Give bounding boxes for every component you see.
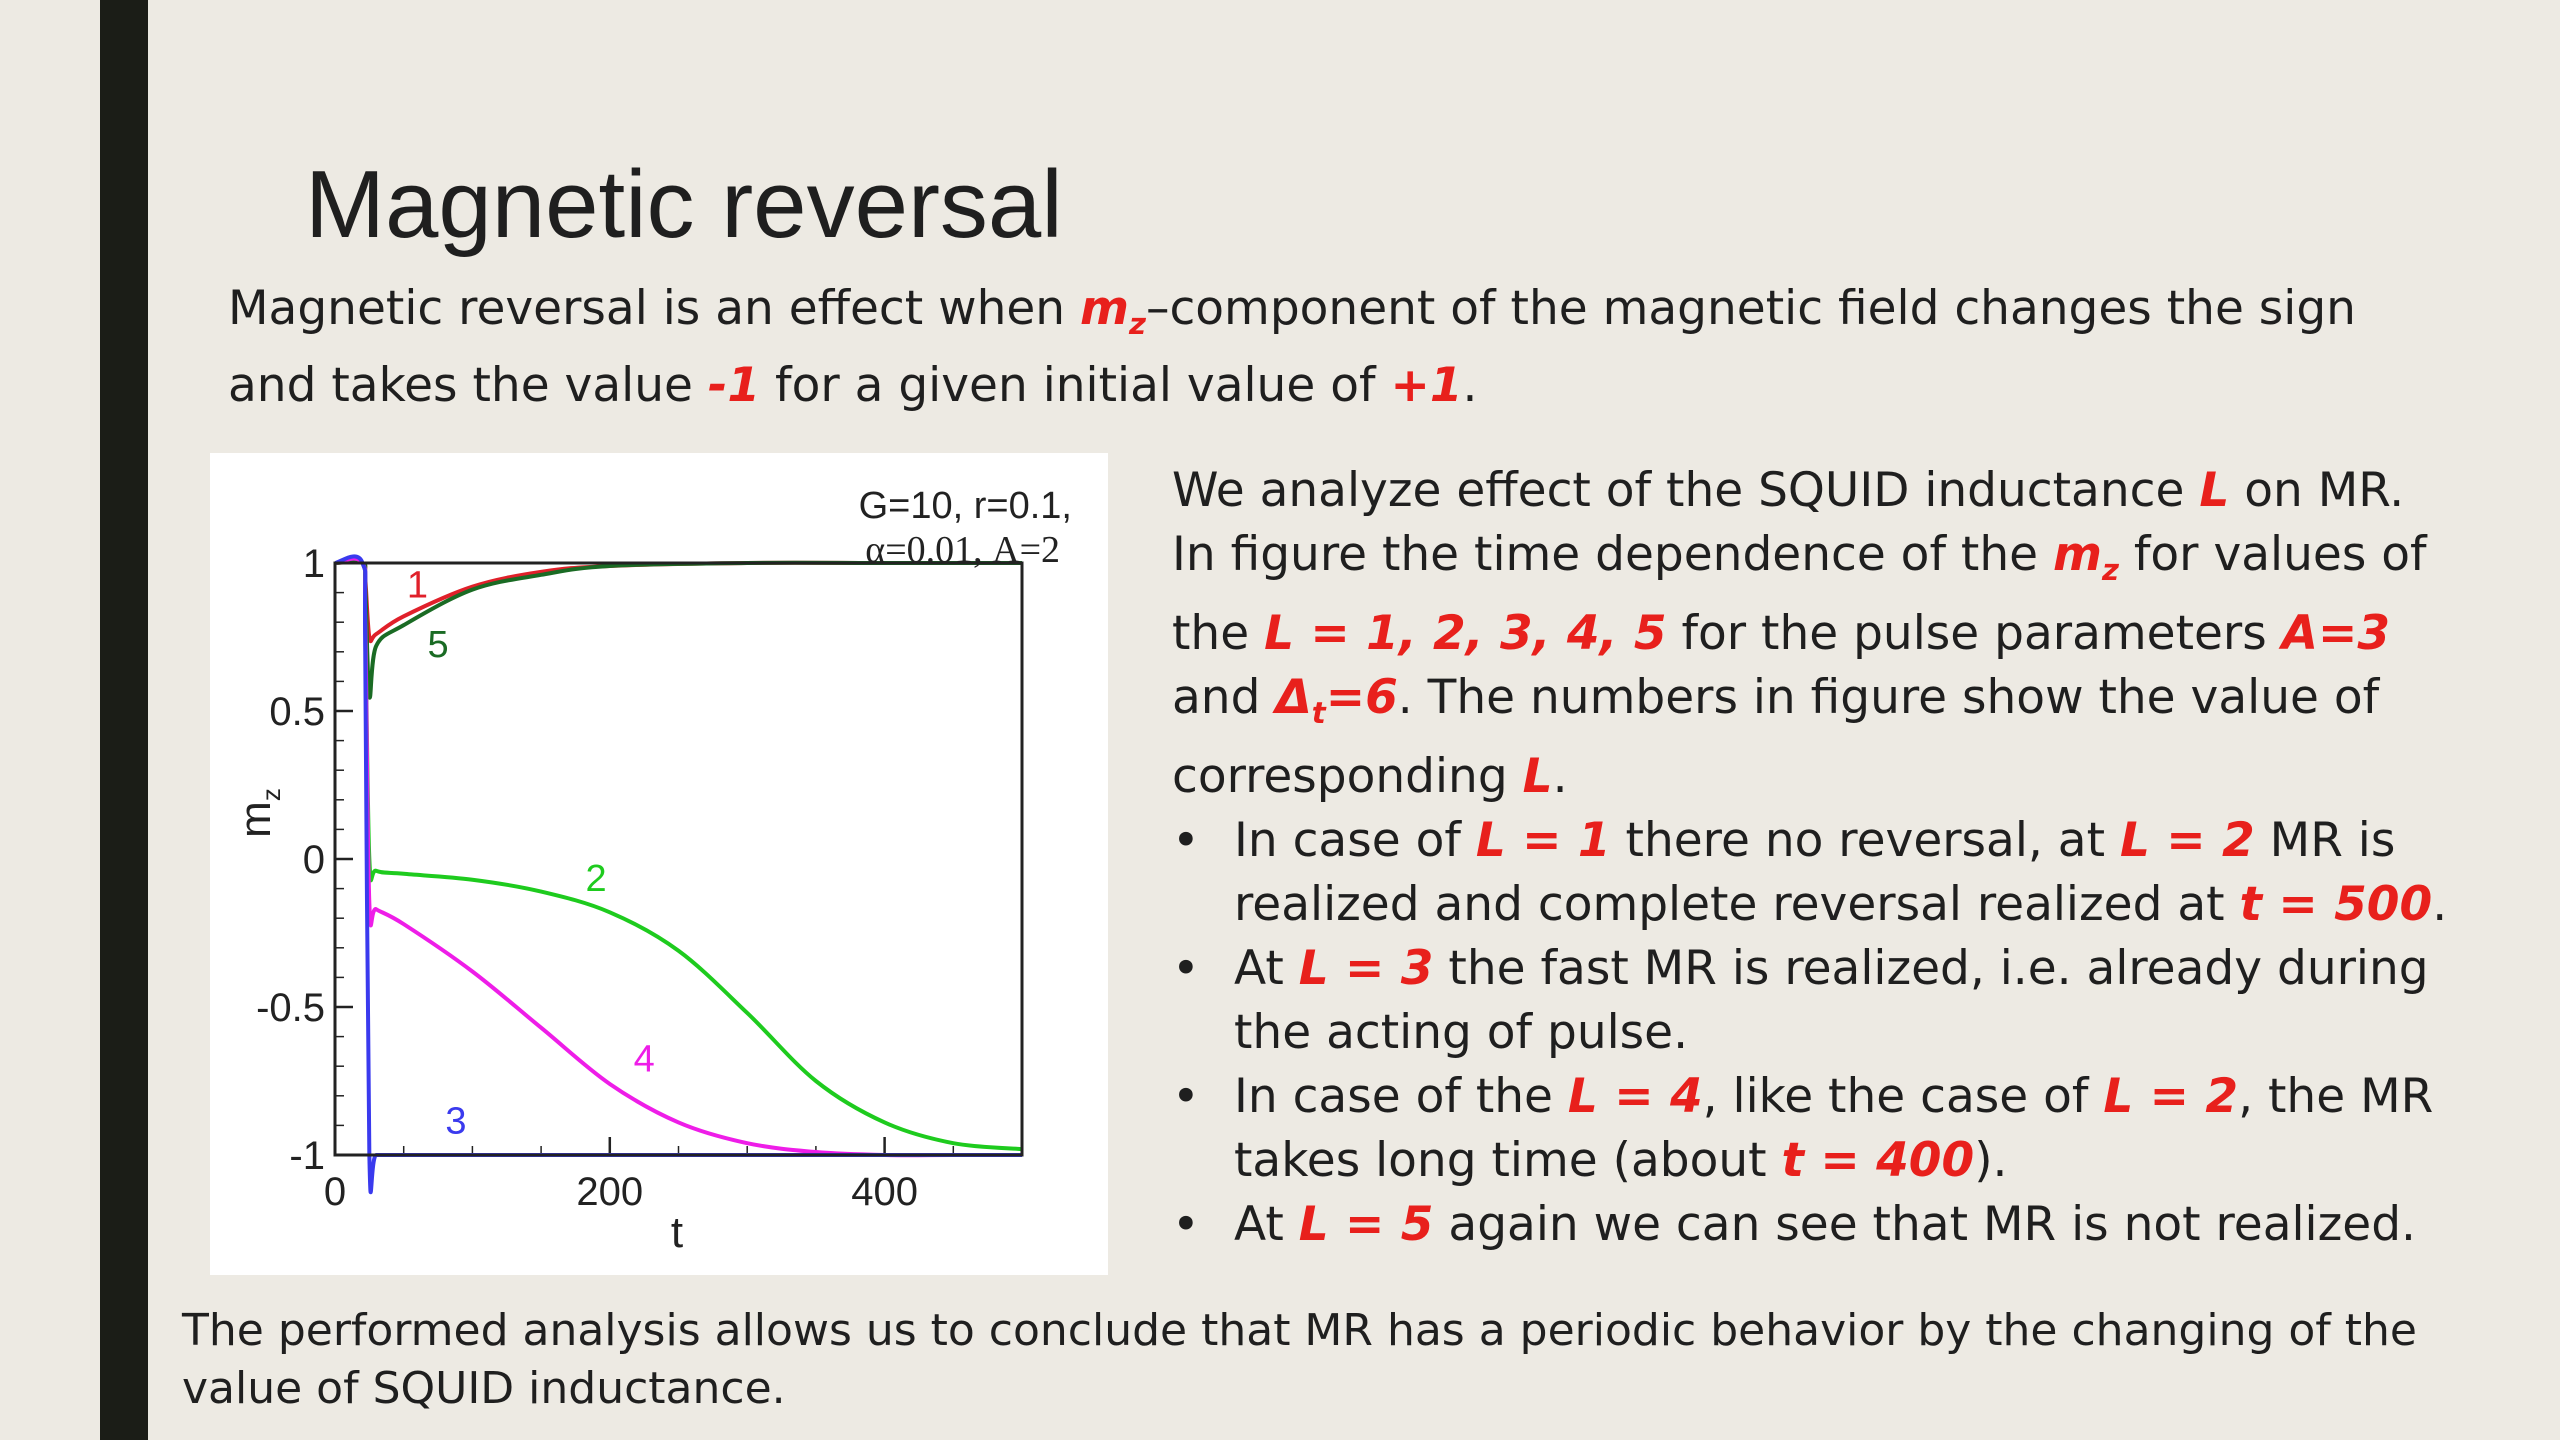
bullet-text: MR is realized and complete reversal rea… xyxy=(1234,813,2396,933)
bullet-text: there no reversal, at xyxy=(1610,813,2120,869)
series-label-3: 3 xyxy=(445,1100,466,1142)
bullet-highlight: L = 2 xyxy=(2103,1069,2239,1125)
intro-text-part: . xyxy=(1462,358,1478,414)
paragraph-highlight-sub: z xyxy=(2101,553,2119,588)
paragraph-highlight: A=3 xyxy=(2281,606,2391,662)
y-tick-label: 0 xyxy=(303,838,325,882)
intro-text-part: –component of the magnetic field changes… xyxy=(228,281,2356,414)
analysis-paragraph: We analyze effect of the SQUID inductanc… xyxy=(1172,459,2452,809)
chart-x-axis-label: t xyxy=(671,1208,683,1257)
series-label-1: 1 xyxy=(407,565,428,607)
paragraph-text-part: . The numbers in figure show the value o… xyxy=(1172,670,2380,805)
x-tick-label: 400 xyxy=(851,1170,918,1214)
bullet-text: the fast MR is realized, i.e. already du… xyxy=(1234,941,2429,1061)
bullet-text: again we can see that MR is not realized… xyxy=(1433,1197,2416,1253)
x-tick-label: 200 xyxy=(576,1170,643,1214)
chart-y-axis-label: mz xyxy=(231,788,286,838)
conclusion-text: The performed analysis allows us to conc… xyxy=(182,1305,2417,1414)
bullet-highlight: L = 5 xyxy=(1298,1197,1434,1253)
intro-highlight-mz: mz xyxy=(1080,281,1146,341)
intro-text-part: for a given initial value of xyxy=(760,358,1391,414)
bullet-text: At xyxy=(1234,941,1299,997)
page-title: Magnetic reversal xyxy=(305,151,1063,258)
list-item: At L = 5 again we can see that MR is not… xyxy=(1172,1193,2452,1257)
paragraph-highlight-delta-symbol: Δ xyxy=(1275,670,1312,726)
series-label-4: 4 xyxy=(634,1038,655,1080)
intro-highlight-sub: z xyxy=(1129,307,1146,342)
y-axis-label-main: m xyxy=(231,801,280,838)
intro-highlight-m: m xyxy=(1080,281,1129,336)
list-item: In case of the L = 4, like the case of L… xyxy=(1172,1065,2452,1193)
paragraph-text-part: We analyze effect of the SQUID inductanc… xyxy=(1172,463,2200,518)
x-tick-label: 0 xyxy=(324,1170,346,1214)
chart-panel: 1 0.5 0 -0.5 -1 0 200 400 1 5 2 4 3 G=10, r=0.1, α=0… xyxy=(210,453,1108,1275)
y-axis-label-sub: z xyxy=(256,788,286,801)
paragraph-highlight: L xyxy=(2199,463,2230,518)
bullet-highlight: t = 500 xyxy=(2239,877,2433,933)
svg-text:mz: mz xyxy=(231,788,286,838)
intro-highlight-plus-one: +1 xyxy=(1390,358,1463,414)
paragraph-highlight-delta-value: =6 xyxy=(1325,670,1398,726)
chart-axes-frame xyxy=(333,561,1024,1157)
bullet-highlight: L = 3 xyxy=(1298,941,1434,997)
bullet-text: In case of the xyxy=(1234,1069,1568,1125)
chart-annotation-line-2: α=0.01, A=2 xyxy=(865,529,1060,571)
series-label-5: 5 xyxy=(427,624,448,666)
list-item: At L = 3 the fast MR is realized, i.e. a… xyxy=(1172,937,2452,1065)
intro-text: Magnetic reversal is an effect when mz–c… xyxy=(228,278,2428,417)
paragraph-text-part: on MR. In figure the time dependence of … xyxy=(1172,463,2405,582)
paragraph-highlight-mz: mz xyxy=(2053,527,2119,587)
findings-list: In case of L = 1 there no reversal, at L… xyxy=(1172,809,2452,1257)
y-tick-label: 0.5 xyxy=(269,690,325,734)
y-tick-label: -1 xyxy=(289,1134,325,1178)
paragraph-highlight-delta: Δt=6 xyxy=(1275,670,1398,730)
bullet-text: ). xyxy=(1974,1133,2008,1189)
bullet-text: At xyxy=(1234,1197,1299,1253)
left-accent-bar xyxy=(100,0,148,1440)
bullet-text: , like the case of xyxy=(1702,1069,2104,1125)
bullet-highlight: L = 1 xyxy=(1475,813,1611,869)
chart-annotation-line-1: G=10, r=0.1, xyxy=(859,485,1072,527)
series-label-2: 2 xyxy=(585,858,606,900)
paragraph-highlight: L = 1, 2, 3, 4, 5 xyxy=(1264,606,1667,662)
paragraph-highlight-m: m xyxy=(2053,527,2102,582)
analysis-text: We analyze effect of the SQUID inductanc… xyxy=(1172,459,2452,1257)
list-item: In case of L = 1 there no reversal, at L… xyxy=(1172,809,2452,937)
bullet-text: , the MR takes long time (about xyxy=(1234,1069,2434,1189)
intro-highlight-minus-one: -1 xyxy=(707,358,761,414)
bullet-text: . xyxy=(2432,877,2448,933)
paragraph-highlight: L xyxy=(1522,749,1553,805)
y-tick-label: 1 xyxy=(303,542,325,586)
paragraph-text-part: for values of the xyxy=(1172,527,2427,662)
intro-text-part: Magnetic reversal is an effect when xyxy=(228,281,1081,336)
bullet-highlight: t = 400 xyxy=(1781,1133,1975,1189)
y-tick-label: -0.5 xyxy=(256,986,325,1030)
paragraph-text-part: for the pulse parameters xyxy=(1666,606,2282,662)
bullet-highlight: L = 4 xyxy=(1567,1069,1703,1125)
paragraph-text-part: and xyxy=(1172,670,1276,726)
paragraph-text-part: . xyxy=(1552,749,1568,805)
paragraph-highlight-delta-sub: t xyxy=(1311,696,1326,731)
bullet-highlight: L = 2 xyxy=(2119,813,2255,869)
bullet-text: In case of xyxy=(1234,813,1476,869)
